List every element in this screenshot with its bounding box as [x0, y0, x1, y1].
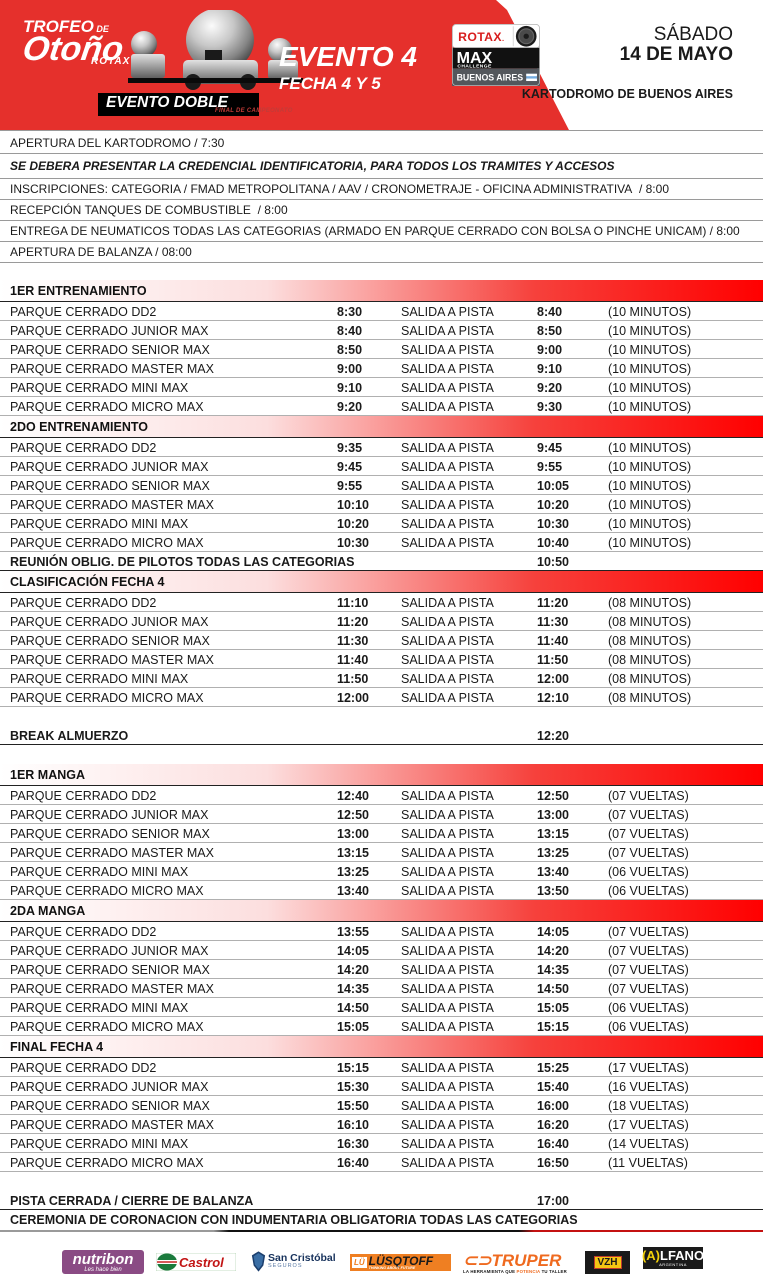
svg-text:BUENOS AIRES: BUENOS AIRES [457, 73, 524, 83]
svg-text:Castrol: Castrol [179, 1255, 224, 1270]
svg-text:ROTAX.: ROTAX. [458, 30, 504, 44]
